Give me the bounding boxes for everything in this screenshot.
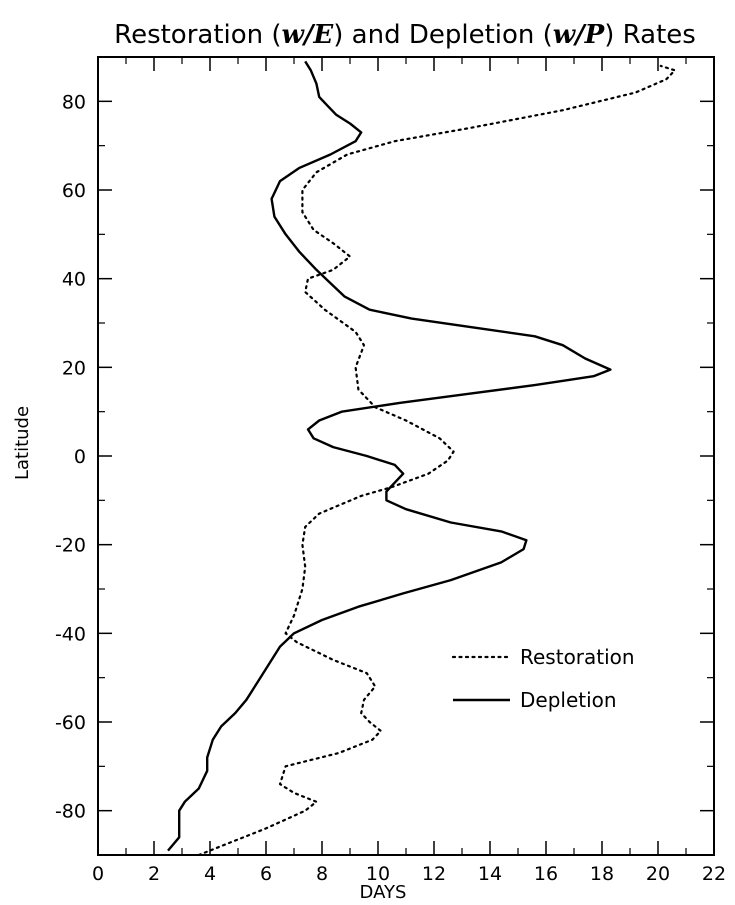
y-tick-label--20: -20	[55, 535, 86, 557]
title-part-3: ) Rates	[604, 20, 696, 50]
y-tick-label--60: -60	[55, 712, 86, 734]
title-part-2: ) and Depletion (	[333, 20, 553, 50]
x-tick-label-12: 12	[422, 863, 446, 885]
y-tick-label-0: 0	[74, 446, 86, 468]
x-tick-label-8: 8	[316, 863, 328, 885]
x-tick-label-6: 6	[260, 863, 272, 885]
y-tick-label-80: 80	[62, 91, 86, 113]
x-tick-label-4: 4	[204, 863, 216, 885]
y-tick-label--40: -40	[55, 623, 86, 645]
x-tick-label-16: 16	[534, 863, 558, 885]
x-tick-label-0: 0	[92, 863, 104, 885]
legend-label-restoration: Restoration	[520, 645, 635, 669]
y-tick-label--80: -80	[55, 801, 86, 823]
series-line-restoration	[197, 64, 676, 855]
x-tick-label-22: 22	[702, 863, 726, 885]
x-tick-label-2: 2	[148, 863, 160, 885]
title-part-1: Restoration (	[114, 20, 281, 50]
legend-label-depletion: Depletion	[520, 688, 617, 712]
y-axis-label: Latitude	[12, 406, 33, 480]
x-tick-label-10: 10	[366, 863, 390, 885]
y-tick-label-20: 20	[62, 357, 86, 379]
x-tick-label-14: 14	[478, 863, 502, 885]
x-tick-label-20: 20	[646, 863, 670, 885]
series-line-depletion	[167, 60, 612, 852]
plot-frame	[97, 56, 715, 856]
plot-area: 0 2 4 6 8 10 12 14 16 18 20 22 -80 -60 -40 -20 0 20 40 60 80…	[55, 56, 726, 885]
y-tick-label-40: 40	[62, 269, 86, 291]
x-axis-label: DAYS	[360, 882, 407, 903]
chart-title: Restoration (w/E) and Depletion (w/P) Ra…	[114, 20, 696, 50]
title-var-2: w/P	[553, 20, 606, 50]
title-var-1: w/E	[282, 20, 335, 50]
y-tick-label-60: 60	[62, 180, 86, 202]
x-tick-label-18: 18	[590, 863, 614, 885]
